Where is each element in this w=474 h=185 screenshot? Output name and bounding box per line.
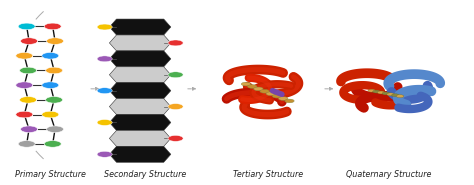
Circle shape xyxy=(168,104,183,110)
Circle shape xyxy=(254,87,263,91)
Text: Secondary Structure: Secondary Structure xyxy=(104,170,186,179)
Circle shape xyxy=(168,135,183,141)
Circle shape xyxy=(377,91,385,94)
Circle shape xyxy=(272,94,282,98)
Circle shape xyxy=(279,97,288,100)
Circle shape xyxy=(387,93,394,96)
Circle shape xyxy=(42,53,59,59)
Circle shape xyxy=(97,151,112,157)
Polygon shape xyxy=(109,35,171,51)
Circle shape xyxy=(168,72,183,78)
Circle shape xyxy=(247,85,257,88)
Circle shape xyxy=(19,97,36,103)
Circle shape xyxy=(18,23,35,30)
Circle shape xyxy=(260,90,269,93)
Polygon shape xyxy=(109,130,171,146)
Circle shape xyxy=(44,141,61,147)
Polygon shape xyxy=(109,115,171,130)
Polygon shape xyxy=(109,146,171,162)
Text: Primary Structure: Primary Structure xyxy=(15,170,86,179)
Circle shape xyxy=(285,99,294,103)
Circle shape xyxy=(46,97,63,103)
Circle shape xyxy=(46,126,64,132)
Circle shape xyxy=(396,95,404,98)
Circle shape xyxy=(168,40,183,46)
Circle shape xyxy=(16,82,33,88)
Polygon shape xyxy=(109,19,171,35)
Circle shape xyxy=(46,38,64,44)
Polygon shape xyxy=(109,51,171,67)
Circle shape xyxy=(368,89,375,92)
Circle shape xyxy=(382,92,390,95)
Circle shape xyxy=(97,56,112,62)
Circle shape xyxy=(97,120,112,125)
Circle shape xyxy=(16,53,33,59)
Circle shape xyxy=(392,94,399,97)
Circle shape xyxy=(266,92,275,95)
Circle shape xyxy=(42,82,59,88)
Circle shape xyxy=(42,111,59,118)
Circle shape xyxy=(16,111,33,118)
Circle shape xyxy=(46,67,63,74)
Text: Quaternary Structure: Quaternary Structure xyxy=(346,170,431,179)
Circle shape xyxy=(20,38,37,44)
Polygon shape xyxy=(109,99,171,115)
Circle shape xyxy=(241,82,251,86)
Circle shape xyxy=(19,67,36,74)
Circle shape xyxy=(20,126,37,132)
Text: Tertiary Structure: Tertiary Structure xyxy=(233,170,303,179)
Circle shape xyxy=(97,24,112,30)
Circle shape xyxy=(44,23,61,30)
Circle shape xyxy=(97,88,112,94)
Circle shape xyxy=(373,90,380,93)
Polygon shape xyxy=(109,67,171,83)
Polygon shape xyxy=(109,83,171,99)
Circle shape xyxy=(18,141,35,147)
